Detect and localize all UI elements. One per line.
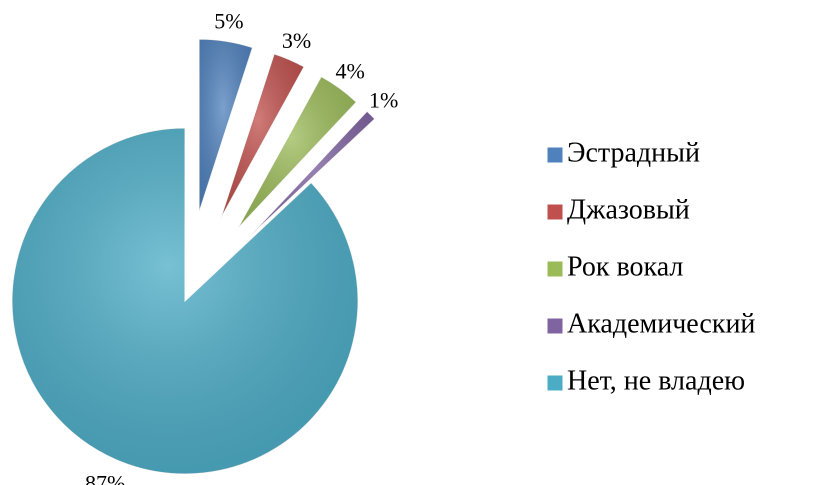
- slice-shade: [237, 76, 357, 229]
- slice-shade: [11, 128, 358, 475]
- legend-swatch: [546, 146, 564, 164]
- legend-label: Эстрадный: [567, 137, 700, 168]
- data-label: 3%: [282, 28, 311, 53]
- legend-label: Академический: [567, 308, 755, 339]
- legend-label: Нет, не владею: [567, 365, 745, 396]
- data-label: 1%: [369, 87, 398, 112]
- legend-swatch: [546, 317, 564, 335]
- legend-swatch: [546, 374, 564, 392]
- data-label: 4%: [336, 59, 365, 84]
- legend-swatch: [546, 203, 564, 221]
- data-label: 87%: [85, 471, 125, 485]
- legend-label: Джазовый: [567, 194, 690, 225]
- slice-shade: [199, 39, 253, 213]
- legend-swatch: [546, 260, 564, 278]
- slice-shade: [248, 111, 375, 238]
- slice-shade: [220, 53, 305, 219]
- data-label: 5%: [214, 9, 243, 34]
- legend-label: Рок вокал: [567, 251, 683, 282]
